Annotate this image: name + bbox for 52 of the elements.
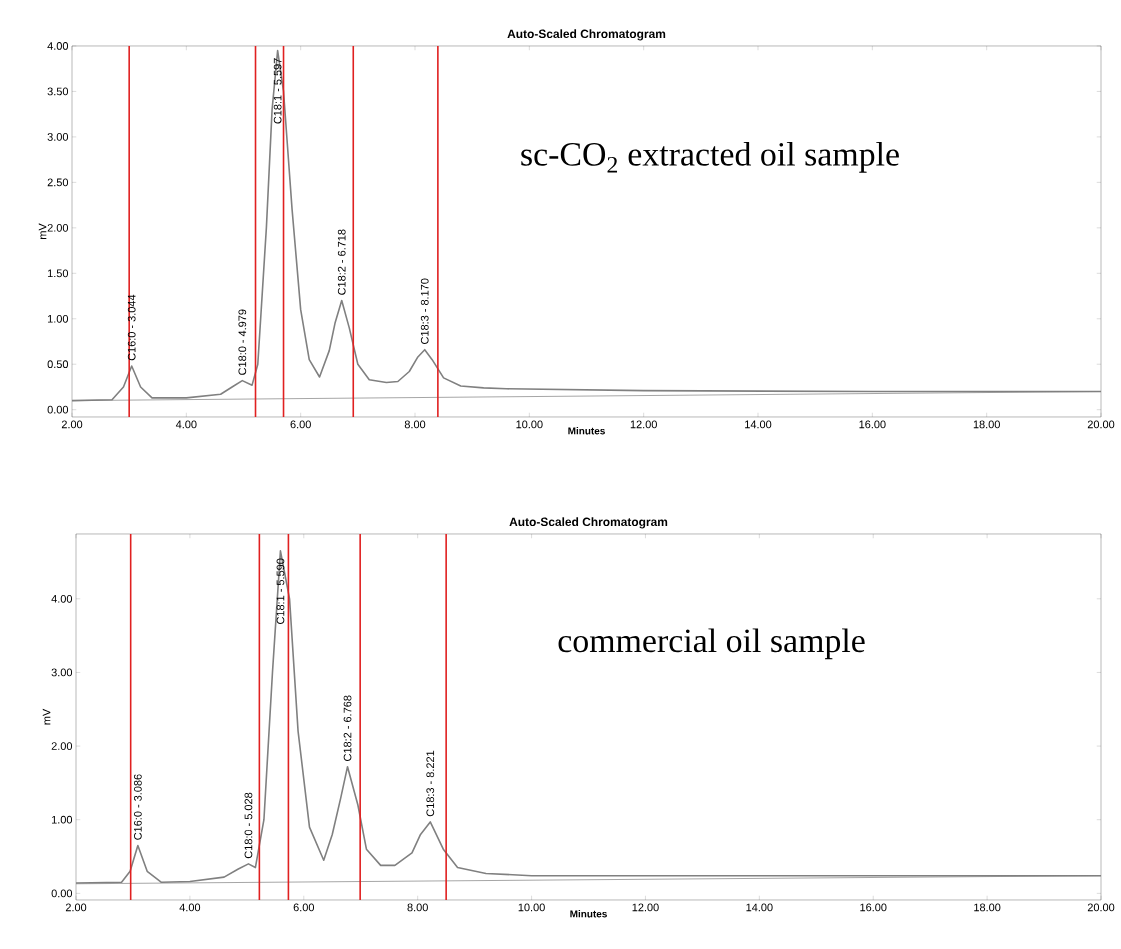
- y-tick-label: 0.00: [51, 889, 73, 898]
- x-tick-label: 16.00: [859, 420, 886, 429]
- y-tick-label: 4.00: [51, 594, 73, 603]
- x-tick-label: 8.00: [407, 903, 428, 912]
- y-tick-label: 0.50: [47, 360, 69, 369]
- y-tick-label: 0.00: [47, 405, 69, 414]
- chart-title: Auto-Scaled Chromatogram: [509, 517, 668, 529]
- annotation: C18:3 - 8.221: [426, 750, 435, 817]
- annotation: commercial oil sample: [558, 628, 865, 660]
- y-tick-label: 3.50: [47, 87, 69, 96]
- annotation: C18:2 - 6.718: [337, 229, 346, 295]
- x-axis-title: Minutes: [570, 910, 607, 918]
- x-tick-label: 14.00: [745, 420, 772, 429]
- x-tick-label: 12.00: [632, 903, 659, 912]
- x-tick-label: 18.00: [974, 903, 1001, 912]
- annotation: C18:1 - 5.597: [273, 58, 282, 124]
- x-tick-label: 14.00: [746, 903, 773, 912]
- x-tick-label: 8.00: [404, 420, 426, 429]
- y-tick-label: 2.50: [47, 178, 69, 187]
- x-tick-label: 6.00: [293, 903, 315, 912]
- x-tick-label: 4.00: [175, 420, 197, 429]
- x-tick-label: 12.00: [630, 420, 657, 429]
- annotation: C18:1 - 5.590: [276, 558, 285, 624]
- y-tick-label: 3.00: [51, 668, 73, 677]
- x-tick-label: 10.00: [516, 420, 543, 429]
- chart-title: Auto-Scaled Chromatogram: [507, 29, 666, 41]
- y-axis-title: mV: [42, 708, 51, 725]
- y-tick-label: 1.00: [51, 815, 73, 824]
- annotation: C18:3 - 8.170: [420, 278, 429, 344]
- y-tick-label: 4.00: [47, 42, 69, 50]
- x-tick-label: 18.00: [973, 420, 1000, 429]
- y-tick-label: 3.00: [47, 133, 69, 141]
- y-axis-title: mV: [38, 223, 47, 239]
- x-tick-label: 2.00: [65, 903, 87, 912]
- x-tick-label: 2.00: [61, 420, 83, 429]
- x-tick-label: 4.00: [179, 903, 201, 912]
- annotation: C18:2 - 6.768: [343, 695, 352, 761]
- x-tick-label: 20.00: [1087, 903, 1115, 912]
- annotation: C16:0 - 3.086: [133, 774, 142, 840]
- y-tick-label: 2.00: [47, 223, 69, 232]
- y-tick-label: 2.00: [51, 742, 73, 750]
- annotation: sc-CO$_{2}$ extracted oil sample: [521, 141, 899, 173]
- y-tick-label: 1.00: [47, 314, 69, 323]
- x-tick-label: 16.00: [860, 903, 887, 912]
- x-tick-label: 10.00: [518, 903, 545, 912]
- annotation: C18:0 - 5.028: [244, 792, 253, 859]
- x-tick-label: 6.00: [290, 420, 311, 429]
- y-tick-label: 1.50: [47, 269, 69, 278]
- x-tick-label: 20.00: [1087, 420, 1115, 429]
- x-axis-title: Minutes: [568, 427, 605, 435]
- annotation: C16:0 - 3.044: [127, 294, 136, 361]
- annotation: C18:0 - 4.979: [238, 309, 247, 375]
